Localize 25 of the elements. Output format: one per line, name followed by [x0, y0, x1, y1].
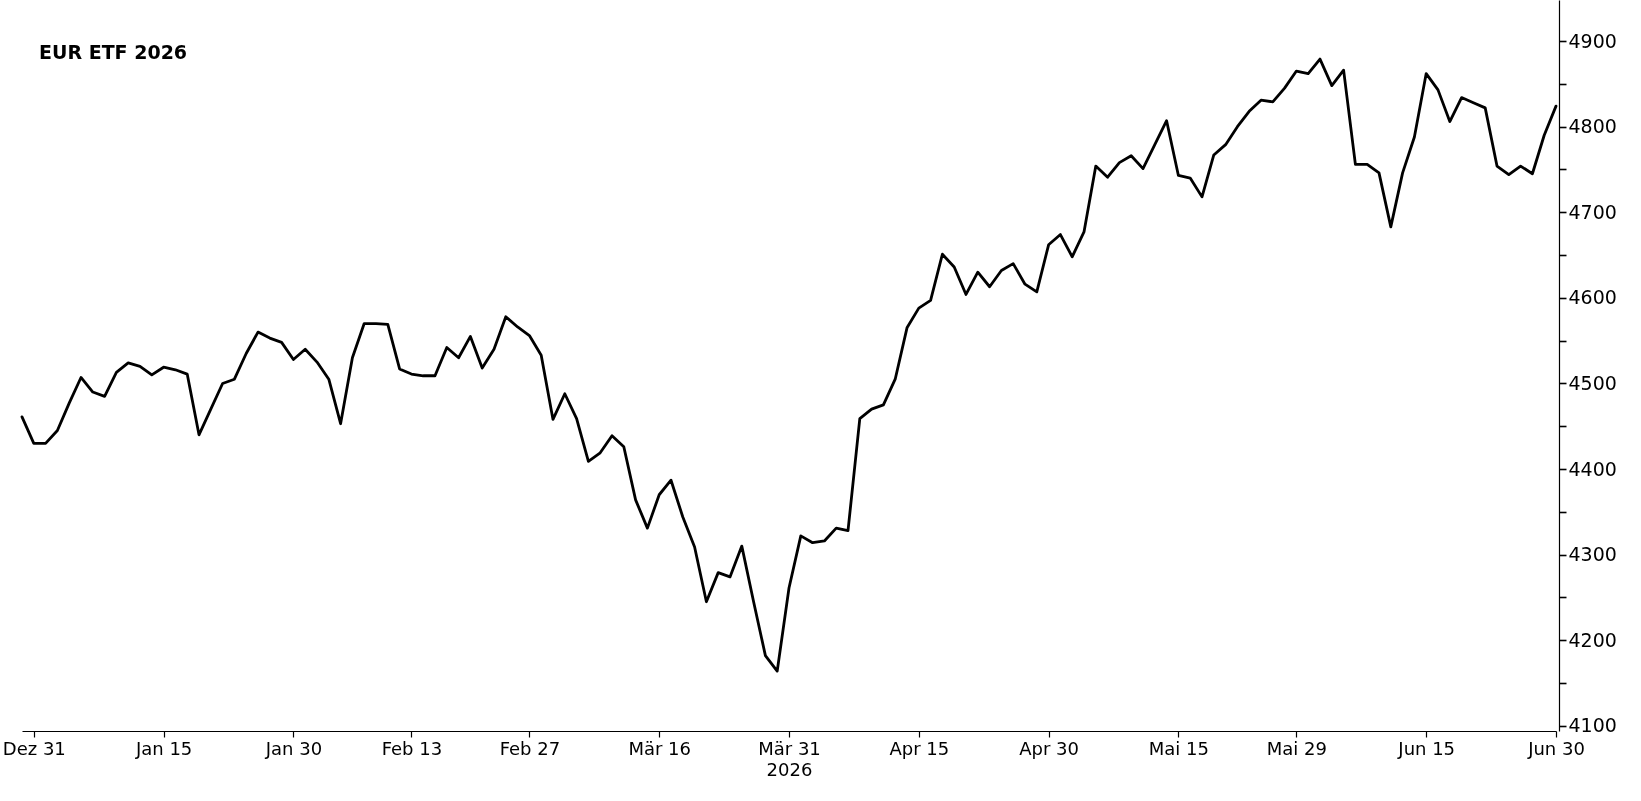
- x-tick-label: Jun 15: [1397, 737, 1456, 759]
- x-tick-label: Apr 30: [1019, 737, 1079, 759]
- x-tick-label: Mai 29: [1266, 737, 1327, 759]
- x-tick-label: Jan 30: [264, 737, 323, 759]
- y-tick-label: 4600: [1568, 286, 1617, 309]
- x-tick-label: Mär 16: [628, 737, 691, 759]
- text: EUR ETF 2026: [39, 41, 188, 63]
- y-tick-label: 4300: [1568, 543, 1617, 566]
- x-tick-label: Jan 15: [134, 737, 193, 759]
- line-series: [20, 57, 1558, 673]
- x-tick-label: Jun 30: [1527, 737, 1585, 759]
- x-tick-label: Mai 15: [1148, 737, 1209, 759]
- x-tick-label: Mär 31: [758, 737, 821, 759]
- y-tick-label: 4900: [1568, 29, 1617, 52]
- x-axis-title: 2026: [766, 758, 813, 780]
- x-tick-label: Feb 27: [499, 737, 561, 759]
- y-tick-label: 4700: [1568, 200, 1617, 223]
- x-tick-label: Apr 15: [889, 737, 950, 759]
- y-tick-label: 4800: [1568, 115, 1617, 138]
- y-tick-label: 4500: [1568, 371, 1617, 394]
- y-tick-label: 4200: [1568, 628, 1617, 651]
- y-tick-label: 4400: [1568, 457, 1617, 480]
- x-tick-label: Dez 31: [2, 737, 66, 759]
- y-tick-label: 4100: [1568, 714, 1617, 737]
- x-tick-label: Feb 13: [381, 737, 443, 759]
